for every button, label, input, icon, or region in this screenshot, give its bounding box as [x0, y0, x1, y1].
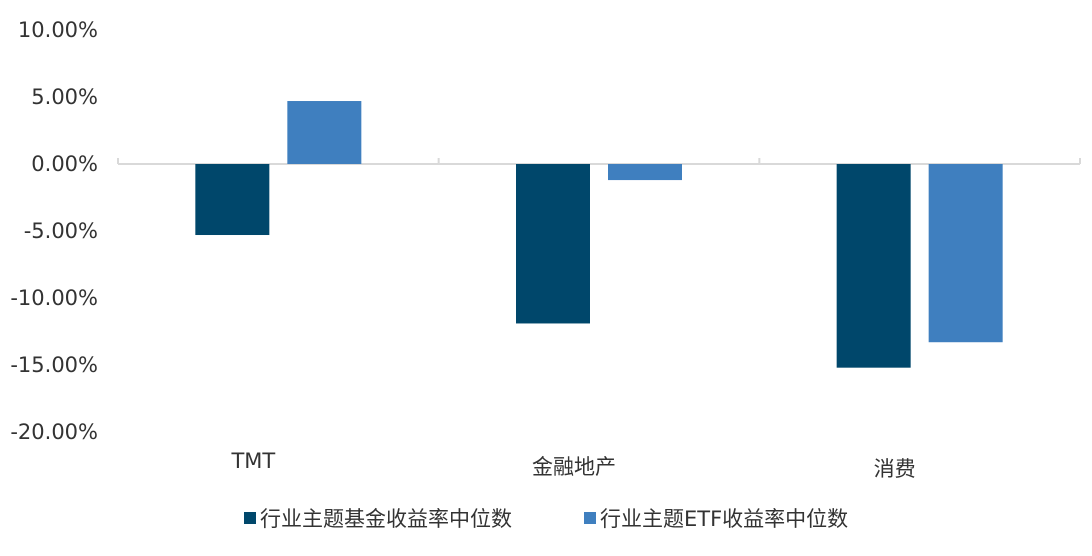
legend-swatch — [244, 512, 256, 524]
legend-swatch — [584, 512, 596, 524]
y-tick-label: -5.00% — [24, 219, 98, 243]
y-tick-label: 0.00% — [31, 152, 98, 176]
y-tick-label: -20.00% — [10, 420, 98, 444]
x-axis — [117, 158, 1081, 165]
bar-series-2-2 — [608, 164, 682, 181]
y-tick-label: -10.00% — [10, 286, 98, 310]
bar-series-1-1 — [195, 164, 270, 236]
x-category-label: TMT — [230, 449, 275, 473]
bar-series-1-2 — [516, 164, 590, 324]
x-category-label: 消费 — [874, 457, 916, 481]
legend-label: 行业主题基金收益率中位数 — [260, 507, 512, 531]
legend-label: 行业主题ETF收益率中位数 — [600, 507, 848, 531]
x-category-label: 金融地产 — [532, 455, 616, 479]
y-axis-tick-labels: 10.00% 5.00% 0.00% -5.00% -10.00% -15.00% -20.… — [10, 18, 98, 444]
y-tick-label: 10.00% — [18, 18, 98, 42]
legend: 行业主题基金收益率中位数 行业主题ETF收益率中位数 — [244, 507, 848, 531]
bar-series-2-3 — [928, 164, 1003, 343]
x-axis-category-labels: TMT 金融地产 消费 — [230, 449, 915, 481]
y-tick-label: -15.00% — [10, 353, 98, 377]
y-tick-label: 5.00% — [31, 85, 98, 109]
bar-series-1-3 — [836, 164, 911, 368]
bars — [195, 101, 1003, 368]
bar-series-2-1 — [287, 101, 362, 164]
